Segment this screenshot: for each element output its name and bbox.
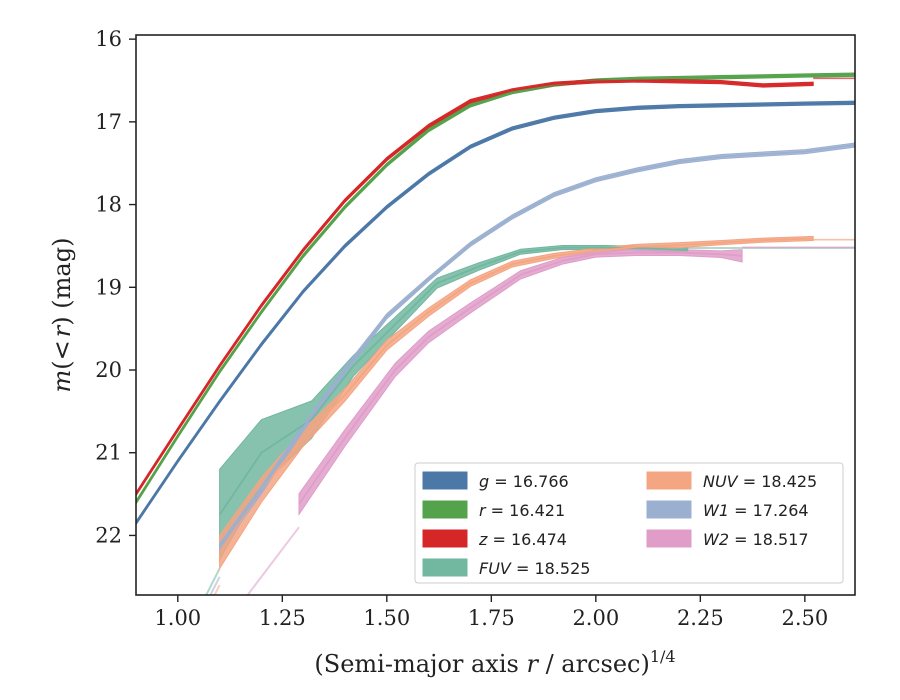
series-w2-band — [298, 249, 743, 516]
legend-item-z-swatch — [422, 529, 468, 548]
series-z-band — [136, 78, 814, 497]
x-tick-label: 2.25 — [677, 606, 724, 630]
legend-item-g: g = 16.766 — [422, 471, 569, 491]
legend-item-g-swatch — [422, 471, 468, 490]
faint-extrapolated-tail — [246, 526, 300, 595]
series-r-line — [136, 73, 855, 503]
legend-item-r-label: r = 16.421 — [479, 501, 565, 520]
legend-item-nuv-label: NUV = 18.425 — [703, 472, 817, 491]
faint-extrapolated-tail — [205, 568, 221, 595]
faint-extrapolated-tail — [209, 576, 221, 595]
series-g-line — [136, 101, 855, 524]
legend-item-w1-label: W1 = 17.264 — [703, 501, 809, 520]
series-fuv-line — [218, 246, 688, 516]
legend-item-r-swatch — [422, 500, 468, 519]
x-axis-label: (Semi-major axis r / arcsec)1/4 — [314, 647, 675, 678]
legend-item-z-label: z = 16.474 — [478, 530, 567, 549]
legend-item-nuv: NUV = 18.425 — [646, 471, 817, 491]
x-tick-label: 2.50 — [781, 606, 828, 630]
series-nuv-line — [218, 237, 814, 553]
y-tick-label: 18 — [95, 193, 122, 217]
plot-area — [136, 72, 855, 595]
plot-frame — [135, 34, 856, 596]
legend-item-w2-label: W2 = 18.517 — [703, 530, 809, 549]
y-tick-label: 19 — [95, 275, 122, 299]
legend-item-w1-swatch — [646, 500, 692, 519]
legend-item-w2: W2 = 18.517 — [646, 529, 809, 549]
series-w1-line — [218, 144, 855, 549]
y-tick-label: 17 — [95, 110, 122, 134]
legend: g = 16.766 r = 16.421 z = 16.474 FUV = 18.5… — [414, 462, 844, 584]
legend-item-fuv: FUV = 18.525 — [422, 558, 590, 578]
legend-item-r: r = 16.421 — [422, 500, 565, 520]
y-axis-label: m(<r) (mag) — [48, 238, 76, 393]
legend-item-fuv-label: FUV = 18.525 — [479, 559, 590, 578]
x-tick-label: 1.00 — [154, 606, 201, 630]
faint-extrapolated-tail — [213, 584, 221, 595]
y-tick-label: 20 — [95, 358, 122, 382]
x-axis-ticks: 1.00 1.25 1.50 1.75 2.00 2.25 2.50 — [154, 595, 828, 630]
y-tick-label: 16 — [95, 27, 122, 51]
legend-item-z: z = 16.474 — [422, 529, 567, 549]
series-z-line — [136, 79, 814, 495]
series-w1-band — [219, 142, 855, 554]
legend-item-fuv-swatch — [422, 558, 468, 577]
y-tick-label: 21 — [95, 441, 122, 465]
x-tick-label: 1.75 — [468, 606, 515, 630]
legend-item-w2-swatch — [646, 529, 692, 548]
legend-item-nuv-swatch — [646, 471, 692, 490]
x-tick-label: 2.00 — [572, 606, 619, 630]
x-tick-label: 1.50 — [363, 606, 410, 630]
legend-item-w1: W1 = 17.264 — [646, 500, 809, 520]
legend-item-g-label: g = 16.766 — [479, 472, 569, 491]
series-lines — [136, 73, 855, 553]
legend-frame — [414, 462, 844, 584]
series-w2-line — [298, 251, 743, 505]
y-axis-ticks: 16 17 18 19 20 21 22 — [95, 27, 136, 547]
x-tick-label: 1.25 — [259, 606, 306, 630]
y-tick-label: 22 — [95, 523, 122, 547]
series-g-band — [136, 100, 855, 526]
